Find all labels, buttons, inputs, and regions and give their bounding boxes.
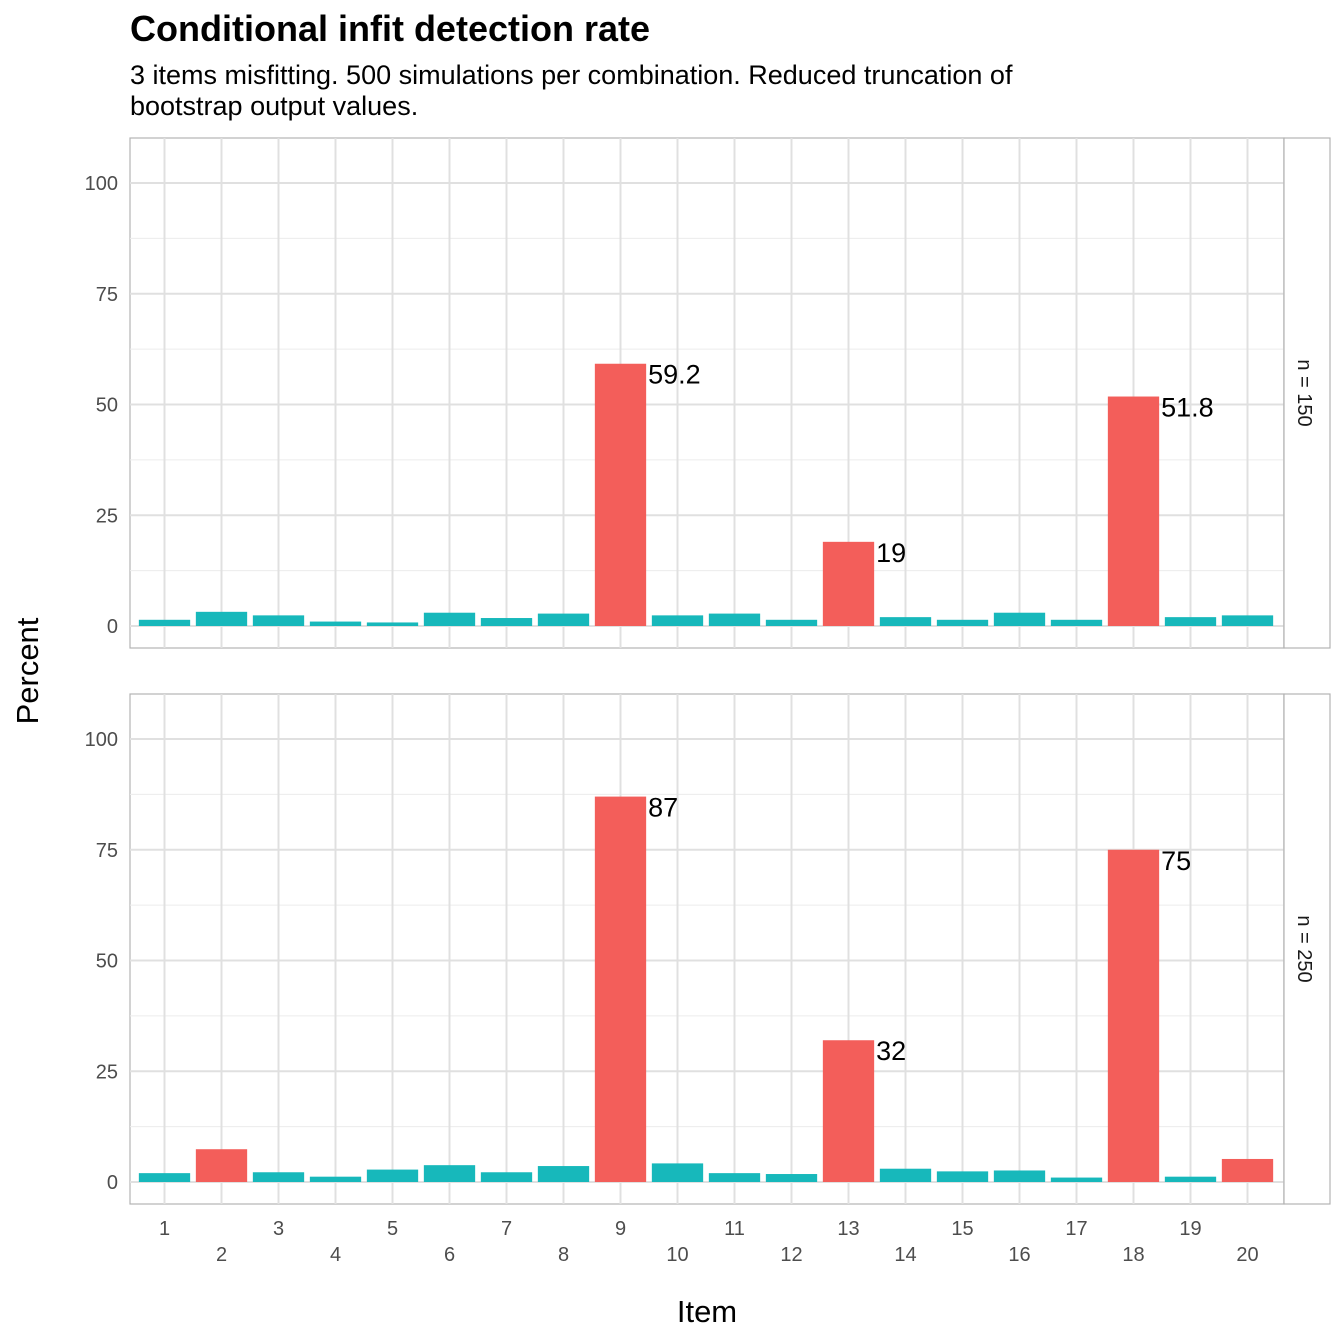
y-tick-label: 50 xyxy=(96,951,118,973)
x-tick-label: 18 xyxy=(1122,1244,1144,1266)
bar-item-6 xyxy=(423,1165,476,1182)
bar-item-4 xyxy=(309,621,362,626)
data-label: 59.2 xyxy=(648,360,701,390)
data-label: 75 xyxy=(1161,846,1191,876)
bar-item-1 xyxy=(138,1173,191,1182)
data-label: 32 xyxy=(876,1036,906,1066)
bar-item-8 xyxy=(537,1166,590,1182)
x-tick-label: 6 xyxy=(444,1244,455,1266)
x-tick-label: 5 xyxy=(387,1218,398,1240)
bar-item-9 xyxy=(594,796,647,1182)
x-tick-label: 19 xyxy=(1179,1218,1201,1240)
bar-item-13 xyxy=(822,541,875,626)
bar-item-9 xyxy=(594,363,647,626)
x-tick-label: 15 xyxy=(951,1218,973,1240)
bar-item-13 xyxy=(822,1040,875,1182)
bar-item-18 xyxy=(1107,849,1160,1182)
bar-item-12 xyxy=(765,619,818,626)
y-tick-label: 0 xyxy=(107,616,118,638)
bar-item-17 xyxy=(1050,1177,1103,1182)
x-tick-label: 20 xyxy=(1236,1244,1258,1266)
bar-item-3 xyxy=(252,1172,305,1182)
x-axis-title: Item xyxy=(677,1294,737,1329)
bar-item-5 xyxy=(366,1169,419,1182)
bar-item-7 xyxy=(480,618,533,626)
x-tick-label: 4 xyxy=(330,1244,341,1266)
bar-item-10 xyxy=(651,1163,704,1182)
x-tick-label: 8 xyxy=(558,1244,569,1266)
bar-item-11 xyxy=(708,613,761,626)
x-tick-label: 1 xyxy=(159,1218,170,1240)
x-tick-label: 10 xyxy=(666,1244,688,1266)
x-tick-label: 11 xyxy=(724,1218,745,1240)
bar-item-19 xyxy=(1164,1176,1217,1182)
bar-item-3 xyxy=(252,615,305,626)
bar-item-19 xyxy=(1164,617,1217,626)
x-tick-label: 17 xyxy=(1065,1218,1087,1240)
y-axis-title: Percent xyxy=(10,617,45,724)
y-tick-label: 75 xyxy=(96,284,118,306)
bar-item-17 xyxy=(1050,619,1103,626)
y-tick-label: 50 xyxy=(96,395,118,417)
data-label: 19 xyxy=(876,538,906,568)
facet-strip-label: n = 150 xyxy=(1293,359,1315,426)
bar-item-20 xyxy=(1221,615,1274,626)
chart-title: Conditional infit detection rate xyxy=(130,8,650,49)
y-tick-label: 0 xyxy=(107,1172,118,1194)
bar-item-12 xyxy=(765,1174,818,1182)
bar-item-6 xyxy=(423,612,476,626)
x-tick-label: 9 xyxy=(615,1218,626,1240)
y-tick-label: 25 xyxy=(96,505,118,527)
bar-item-5 xyxy=(366,622,419,626)
y-tick-label: 25 xyxy=(96,1061,118,1083)
bar-item-11 xyxy=(708,1173,761,1182)
chart-subtitle: 3 items misfitting. 500 simulations per … xyxy=(130,60,1013,121)
bar-item-20 xyxy=(1221,1158,1274,1182)
bar-item-15 xyxy=(936,1171,989,1182)
bar-item-1 xyxy=(138,619,191,626)
bar-item-14 xyxy=(879,1168,932,1182)
x-tick-label: 2 xyxy=(216,1244,227,1266)
bar-item-10 xyxy=(651,615,704,626)
y-tick-label: 100 xyxy=(85,173,118,195)
data-label: 51.8 xyxy=(1161,393,1214,423)
bar-item-8 xyxy=(537,613,590,626)
panel-background xyxy=(129,693,1285,1205)
bar-item-14 xyxy=(879,617,932,626)
bar-item-18 xyxy=(1107,396,1160,626)
bar-item-2 xyxy=(195,1149,248,1182)
y-tick-label: 75 xyxy=(96,840,118,862)
facet-strip xyxy=(1283,137,1331,649)
facet-strip-label: n = 250 xyxy=(1293,915,1315,982)
bar-item-16 xyxy=(993,612,1046,626)
data-label: 87 xyxy=(648,793,678,823)
bar-item-2 xyxy=(195,611,248,626)
x-tick-label: 14 xyxy=(894,1244,916,1266)
bar-item-15 xyxy=(936,619,989,626)
bar-item-16 xyxy=(993,1170,1046,1182)
bar-item-4 xyxy=(309,1176,362,1182)
x-tick-label: 13 xyxy=(837,1218,859,1240)
x-tick-label: 3 xyxy=(273,1218,284,1240)
bar-item-7 xyxy=(480,1172,533,1182)
facet-strip xyxy=(1283,693,1331,1205)
x-tick-label: 7 xyxy=(501,1218,512,1240)
y-tick-label: 100 xyxy=(85,729,118,751)
x-tick-label: 16 xyxy=(1008,1244,1030,1266)
x-tick-label: 12 xyxy=(780,1244,802,1266)
